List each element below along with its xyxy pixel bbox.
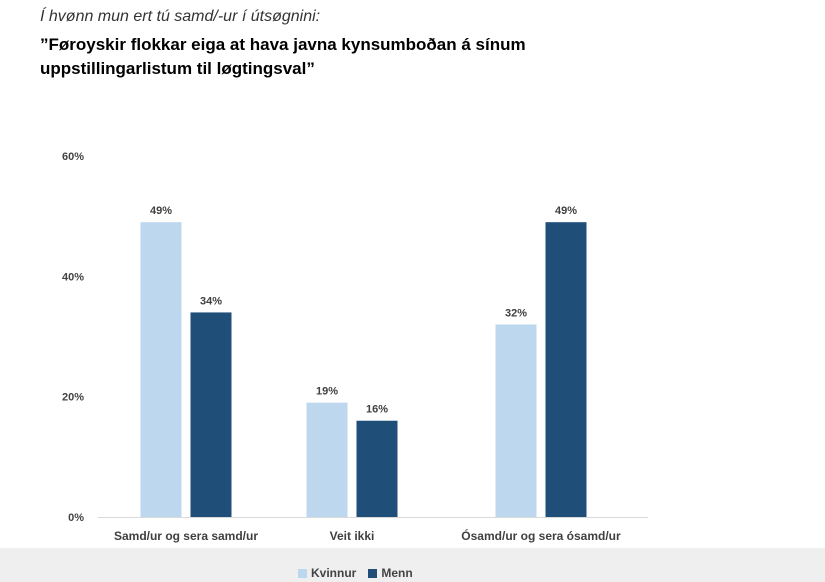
y-tick-label: 0% bbox=[68, 512, 84, 524]
x-tick-label: Samd/ur og sera samd/ur bbox=[114, 529, 258, 543]
legend-item-menn: Menn bbox=[368, 566, 413, 580]
data-label: 34% bbox=[200, 295, 222, 307]
data-label: 16% bbox=[366, 404, 388, 416]
legend-item-kvinnur: Kvinnur bbox=[298, 566, 356, 580]
bar-kvinnur bbox=[495, 324, 537, 517]
legend-swatch-kvinnur bbox=[298, 568, 307, 578]
bar-kvinnur bbox=[306, 402, 348, 517]
bar-menn bbox=[190, 312, 232, 517]
chart-title: ”Føroyskir flokkar eiga at hava javna ky… bbox=[40, 35, 526, 78]
legend-label-kvinnur: Kvinnur bbox=[311, 566, 357, 580]
legend-swatch-menn bbox=[368, 568, 378, 578]
y-tick-label: 20% bbox=[62, 392, 84, 404]
data-label: 49% bbox=[150, 205, 172, 217]
x-axis: Samd/ur og sera samd/ur Veit ikki Ósamd/ur… bbox=[114, 528, 621, 543]
bars: 49% 19% 32% 34% 16% 49% bbox=[140, 205, 587, 517]
data-label: 32% bbox=[505, 307, 527, 319]
chart-intro: Í hvønn mun ert tú samd/-ur í útsøgnini: bbox=[40, 8, 321, 25]
y-tick-label: 40% bbox=[62, 271, 84, 283]
legend: Kvinnur Menn bbox=[298, 566, 413, 580]
data-label: 49% bbox=[555, 205, 577, 217]
x-tick-label: Veit ikki bbox=[330, 529, 375, 543]
x-tick-label: Ósamd/ur og sera ósamd/ur bbox=[461, 528, 621, 543]
bar-menn bbox=[545, 222, 587, 517]
bar-menn bbox=[356, 420, 398, 517]
y-axis: 0% 20% 40% 60% bbox=[62, 151, 84, 524]
data-label: 19% bbox=[316, 386, 338, 398]
bottom-bar bbox=[0, 548, 825, 582]
bar-kvinnur bbox=[140, 222, 182, 517]
y-tick-label: 60% bbox=[62, 151, 84, 163]
legend-label-menn: Menn bbox=[381, 566, 413, 580]
